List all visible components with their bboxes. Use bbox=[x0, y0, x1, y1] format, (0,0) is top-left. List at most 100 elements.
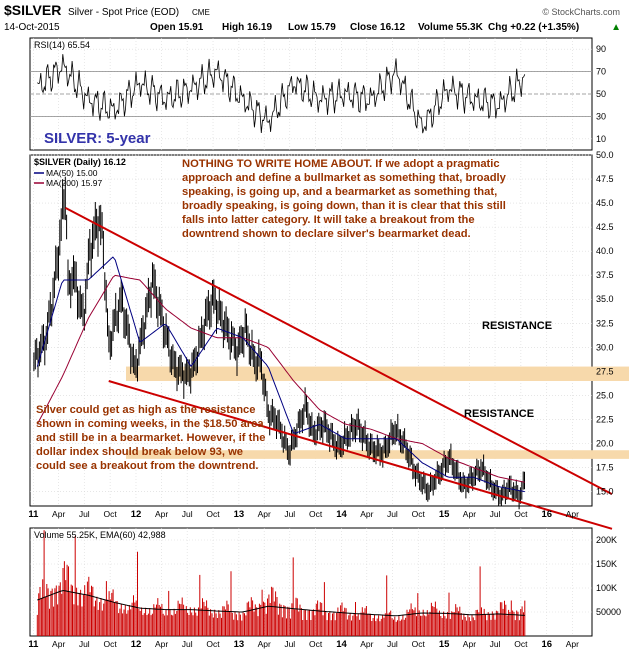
price-tick-label: 40.0 bbox=[596, 246, 614, 256]
price-tick-label: 37.5 bbox=[596, 270, 614, 280]
volume-label: Volume 55.25K, EMA(60) 42,988 bbox=[34, 530, 166, 540]
price-tick-label: 45.0 bbox=[596, 198, 614, 208]
price-tick-label: 30.0 bbox=[596, 342, 614, 352]
price-tick-label: 35.0 bbox=[596, 294, 614, 304]
x-tick-label: 13 bbox=[234, 639, 245, 650]
x-tick-label: Oct bbox=[104, 509, 118, 519]
price-tick-label: 20.0 bbox=[596, 438, 614, 448]
date-label: 14-Oct-2015 bbox=[4, 22, 60, 33]
price-x-axis: 11 Apr Jul Oct 12 Apr Jul Oct 13 Apr Jul Oct 14 Apr Ju… bbox=[28, 509, 579, 520]
x-tick-label: Apr bbox=[258, 509, 271, 519]
period-badge: SILVER: 5-year bbox=[44, 130, 151, 147]
commentary-bottom: Silver could get as high as the resistan… bbox=[36, 404, 269, 472]
exchange-label: CME bbox=[192, 8, 210, 17]
channel-line bbox=[108, 380, 613, 530]
rsi-axis-ticks: 90 70 50 30 10 bbox=[596, 44, 606, 144]
instrument-name: Silver - Spot Price (EOD) bbox=[68, 7, 179, 18]
commentary-top: NOTHING TO WRITE HOME ABOUT. If we adopt… bbox=[182, 158, 509, 240]
x-tick-label: 16 bbox=[541, 639, 552, 650]
x-tick-label: Jul bbox=[284, 509, 295, 519]
volume-bars bbox=[36, 530, 526, 636]
commentary-top-line: downtrend shown to declare silver's bear… bbox=[182, 228, 471, 240]
x-tick-label: Apr bbox=[155, 509, 168, 519]
price-legend-title: $SILVER (Daily) 16.12 bbox=[34, 157, 126, 167]
commentary-top-line: broadly speaking, is going down, than it… bbox=[182, 200, 506, 212]
x-tick-label: Oct bbox=[309, 509, 323, 519]
x-tick-label: Apr bbox=[52, 639, 65, 649]
x-tick-label: 12 bbox=[131, 509, 142, 520]
rsi-tick-label: 30 bbox=[596, 111, 606, 121]
x-tick-label: 11 bbox=[28, 509, 39, 520]
commentary-bottom-line: dollar index should break below 93, we bbox=[36, 446, 243, 458]
volume-x-axis: 11 Apr Jul Oct 12 Apr Jul Oct 13 Apr Jul Oct 14 Apr Ju… bbox=[28, 639, 579, 650]
x-tick-label: Apr bbox=[360, 509, 373, 519]
price-tick-label: 50.0 bbox=[596, 150, 614, 160]
x-tick-label: Apr bbox=[155, 639, 168, 649]
commentary-top-line: approach and define a bullmarket as some… bbox=[182, 172, 507, 184]
x-tick-label: Jul bbox=[182, 639, 193, 649]
x-tick-label: 11 bbox=[28, 639, 39, 650]
x-tick-label: 13 bbox=[234, 509, 245, 520]
rsi-panel: 90 70 50 30 10 RSI(14) 65.54 SILVER: 5-year bbox=[29, 37, 606, 151]
x-tick-label: Jul bbox=[79, 509, 90, 519]
resistance-label-lower: RESISTANCE bbox=[464, 408, 534, 420]
rsi-label: RSI(14) 65.54 bbox=[34, 40, 90, 50]
commentary-top-line: NOTHING TO WRITE HOME ABOUT. If we adopt… bbox=[182, 158, 500, 170]
ma50-line bbox=[36, 256, 525, 493]
price-grid bbox=[30, 154, 592, 506]
x-tick-label: Apr bbox=[258, 639, 271, 649]
x-tick-label: 15 bbox=[439, 639, 450, 650]
channel-line bbox=[64, 207, 613, 495]
resistance-band bbox=[126, 366, 629, 381]
commentary-bottom-line: Silver could get as high as the resistan… bbox=[36, 404, 255, 416]
high-label: High 16.19 bbox=[222, 22, 272, 33]
x-tick-label: Oct bbox=[206, 639, 220, 649]
volume-label: Volume 55.3K bbox=[418, 22, 484, 33]
price-tick-label: 15.0 bbox=[596, 487, 614, 497]
commentary-top-line: falls into latter category. It will take… bbox=[182, 214, 475, 226]
price-tick-label: 47.5 bbox=[596, 174, 614, 184]
rsi-tick-label: 50 bbox=[596, 89, 606, 99]
x-tick-label: 12 bbox=[131, 639, 142, 650]
rsi-tick-label: 90 bbox=[596, 44, 606, 54]
x-tick-label: Apr bbox=[52, 509, 65, 519]
low-label: Low 15.79 bbox=[288, 22, 336, 33]
x-tick-label: Apr bbox=[360, 639, 373, 649]
x-tick-label: Jul bbox=[490, 509, 501, 519]
x-tick-label: Apr bbox=[566, 509, 579, 519]
volume-tick-label: 150K bbox=[596, 559, 617, 569]
x-tick-label: Oct bbox=[514, 639, 528, 649]
x-tick-label: 16 bbox=[541, 509, 552, 520]
volume-tick-label: 100K bbox=[596, 583, 617, 593]
price-tick-label: 17.5 bbox=[596, 463, 614, 473]
commentary-top-line: speaking, is going up, and a bearmarket … bbox=[182, 186, 497, 198]
x-tick-label: Jul bbox=[284, 639, 295, 649]
x-tick-label: Apr bbox=[463, 639, 476, 649]
ma50-legend: MA(50) 15.00 bbox=[46, 168, 98, 178]
x-tick-label: Jul bbox=[182, 509, 193, 519]
x-tick-label: Apr bbox=[566, 639, 579, 649]
x-tick-label: Jul bbox=[79, 639, 90, 649]
open-label: Open 15.91 bbox=[150, 22, 204, 33]
commentary-bottom-line: and still be in a bearmarket. However, i… bbox=[36, 432, 265, 444]
x-tick-label: Apr bbox=[463, 509, 476, 519]
rsi-line bbox=[37, 54, 526, 134]
x-tick-label: Oct bbox=[309, 639, 323, 649]
downtrend-channel bbox=[64, 207, 613, 530]
x-tick-label: Oct bbox=[412, 509, 426, 519]
price-panel: 50.0 47.5 45.0 42.5 40.0 37.5 35.0 32.5 30.0 27.5… bbox=[28, 150, 629, 530]
x-tick-label: Jul bbox=[490, 639, 501, 649]
resistance-label-upper: RESISTANCE bbox=[482, 320, 552, 332]
change-label: Chg +0.22 (+1.35%) bbox=[488, 22, 579, 33]
x-tick-label: 14 bbox=[336, 509, 347, 520]
stockcharts-watermark: © StockCharts.com bbox=[542, 7, 620, 17]
x-tick-label: 15 bbox=[439, 509, 450, 520]
x-tick-label: Oct bbox=[206, 509, 220, 519]
x-tick-label: Oct bbox=[412, 639, 426, 649]
x-tick-label: 14 bbox=[336, 639, 347, 650]
x-tick-label: Jul bbox=[387, 509, 398, 519]
rsi-tick-label: 70 bbox=[596, 67, 606, 77]
volume-tick-label: 200K bbox=[596, 535, 617, 545]
